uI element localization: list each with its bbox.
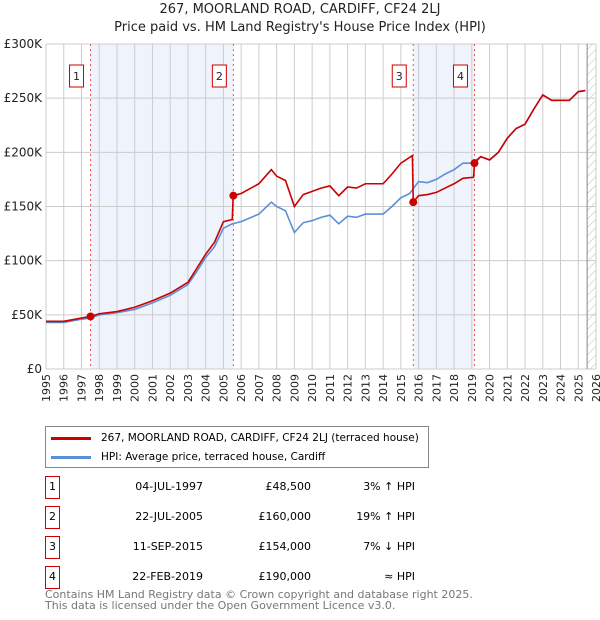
sale-point [409,198,418,207]
x-tick-label: 2024 [555,374,568,402]
x-tick-label: 2008 [271,374,284,402]
sale-number: 4 [45,566,60,589]
sale-point [470,159,479,168]
sale-row: 1 04-JUL-1997 £48,500 3% ↑ HPI [45,476,600,499]
x-tick-label: 2004 [200,374,213,402]
y-tick-label: £0 [27,362,42,376]
legend-item-property: 267, MOORLAND ROAD, CARDIFF, CF24 2LJ (t… [51,429,419,447]
sale-row: 3 11-SEP-2015 £154,000 7% ↓ HPI [45,536,600,559]
x-tick-label: 2021 [501,374,514,402]
sale-number: 2 [45,506,60,529]
x-tick-label: 2017 [430,374,443,402]
x-tick-label: 2012 [342,374,355,402]
x-tick-label: 2007 [253,374,266,402]
sale-row: 4 22-FEB-2019 £190,000 ≈ HPI [45,566,600,589]
x-tick-label: 2000 [129,374,142,402]
x-tick-label: 2013 [359,374,372,402]
legend-label: 267, MOORLAND ROAD, CARDIFF, CF24 2LJ (t… [101,432,419,444]
sale-hpi-diff: 19% ↑ HPI [356,510,415,523]
x-tick-label: 2009 [288,374,301,402]
sale-date: 22-FEB-2019 [132,570,203,583]
sale-point [229,191,238,200]
x-tick-label: 2002 [164,374,177,402]
x-tick-label: 2023 [537,374,550,402]
x-tick-label: 2022 [519,374,532,402]
sale-price: £48,500 [265,480,312,493]
chart-title: 267, MOORLAND ROAD, CARDIFF, CF24 2LJ [159,2,441,17]
y-tick-label: £100K [4,254,44,268]
sale-point [86,312,95,321]
sale-hpi-diff: 3% ↑ HPI [363,480,415,493]
y-tick-label: £150K [4,200,44,214]
sale-number: 1 [45,476,60,499]
x-tick-label: 2014 [377,374,390,402]
x-tick-label: 2018 [448,374,461,402]
y-tick-label: £200K [4,145,44,159]
x-tick-label: 2016 [413,374,426,402]
x-tick-label: 2001 [146,374,159,402]
legend-item-hpi: HPI: Average price, terraced house, Card… [51,448,325,466]
x-tick-label: 2005 [217,374,230,402]
price-chart: 1995 1996 1997 1998 1999 2000 2001 2002 2003 2004… [4,37,600,402]
sale-hpi-diff: 7% ↓ HPI [363,540,415,553]
y-tick-label: £250K [4,91,44,105]
x-tick-label: 2011 [324,374,337,402]
x-tick-label: 2020 [484,374,497,402]
footer-line: Contains HM Land Registry data © Crown c… [45,588,473,601]
sale-badge-label: 4 [457,70,464,83]
x-tick-label: 1997 [75,374,88,402]
series-line [46,89,586,323]
y-tick-label: £50K [11,308,43,322]
legend-label: HPI: Average price, terraced house, Card… [101,451,326,463]
sale-price: £154,000 [258,540,312,553]
sale-row: 2 22-JUL-2005 £160,000 19% ↑ HPI [45,506,600,529]
x-tick-label: 2003 [182,374,195,402]
x-tick-label: 1995 [40,374,53,402]
sale-date: 22-JUL-2005 [135,510,203,523]
x-tick-label: 2026 [590,374,600,402]
footer: Contains HM Land Registry data © Crown c… [45,589,473,611]
legend: 267, MOORLAND ROAD, CARDIFF, CF24 2LJ (t… [45,426,429,468]
sale-price: £160,000 [258,510,312,523]
sale-date: 04-JUL-1997 [135,480,203,493]
y-tick-label: £300K [4,37,44,51]
sale-badge [69,64,85,88]
chart-subtitle: Price paid vs. HM Land Registry's House … [114,20,486,35]
x-tick-label: 1999 [111,374,124,402]
sale-number: 3 [45,536,60,559]
sale-badge-label: 1 [73,70,80,83]
footer-line: This data is licensed under the Open Gov… [45,599,396,612]
sale-date: 11-SEP-2015 [132,540,203,553]
sale-badge [391,64,407,88]
x-tick-label: 1996 [58,374,71,402]
sale-badge [452,64,468,88]
x-tick-label: 2025 [572,374,585,402]
sale-price: £190,000 [258,570,312,583]
x-tick-label: 1998 [93,374,106,402]
x-tick-label: 2019 [466,374,479,402]
sale-badge-label: 3 [396,70,403,83]
x-tick-label: 2010 [306,374,319,402]
sale-badge-label: 2 [216,70,223,83]
x-tick-label: 2015 [395,374,408,402]
sale-hpi-diff: ≈ HPI [384,570,415,583]
sale-badge [211,64,227,88]
x-tick-label: 2006 [235,374,248,402]
